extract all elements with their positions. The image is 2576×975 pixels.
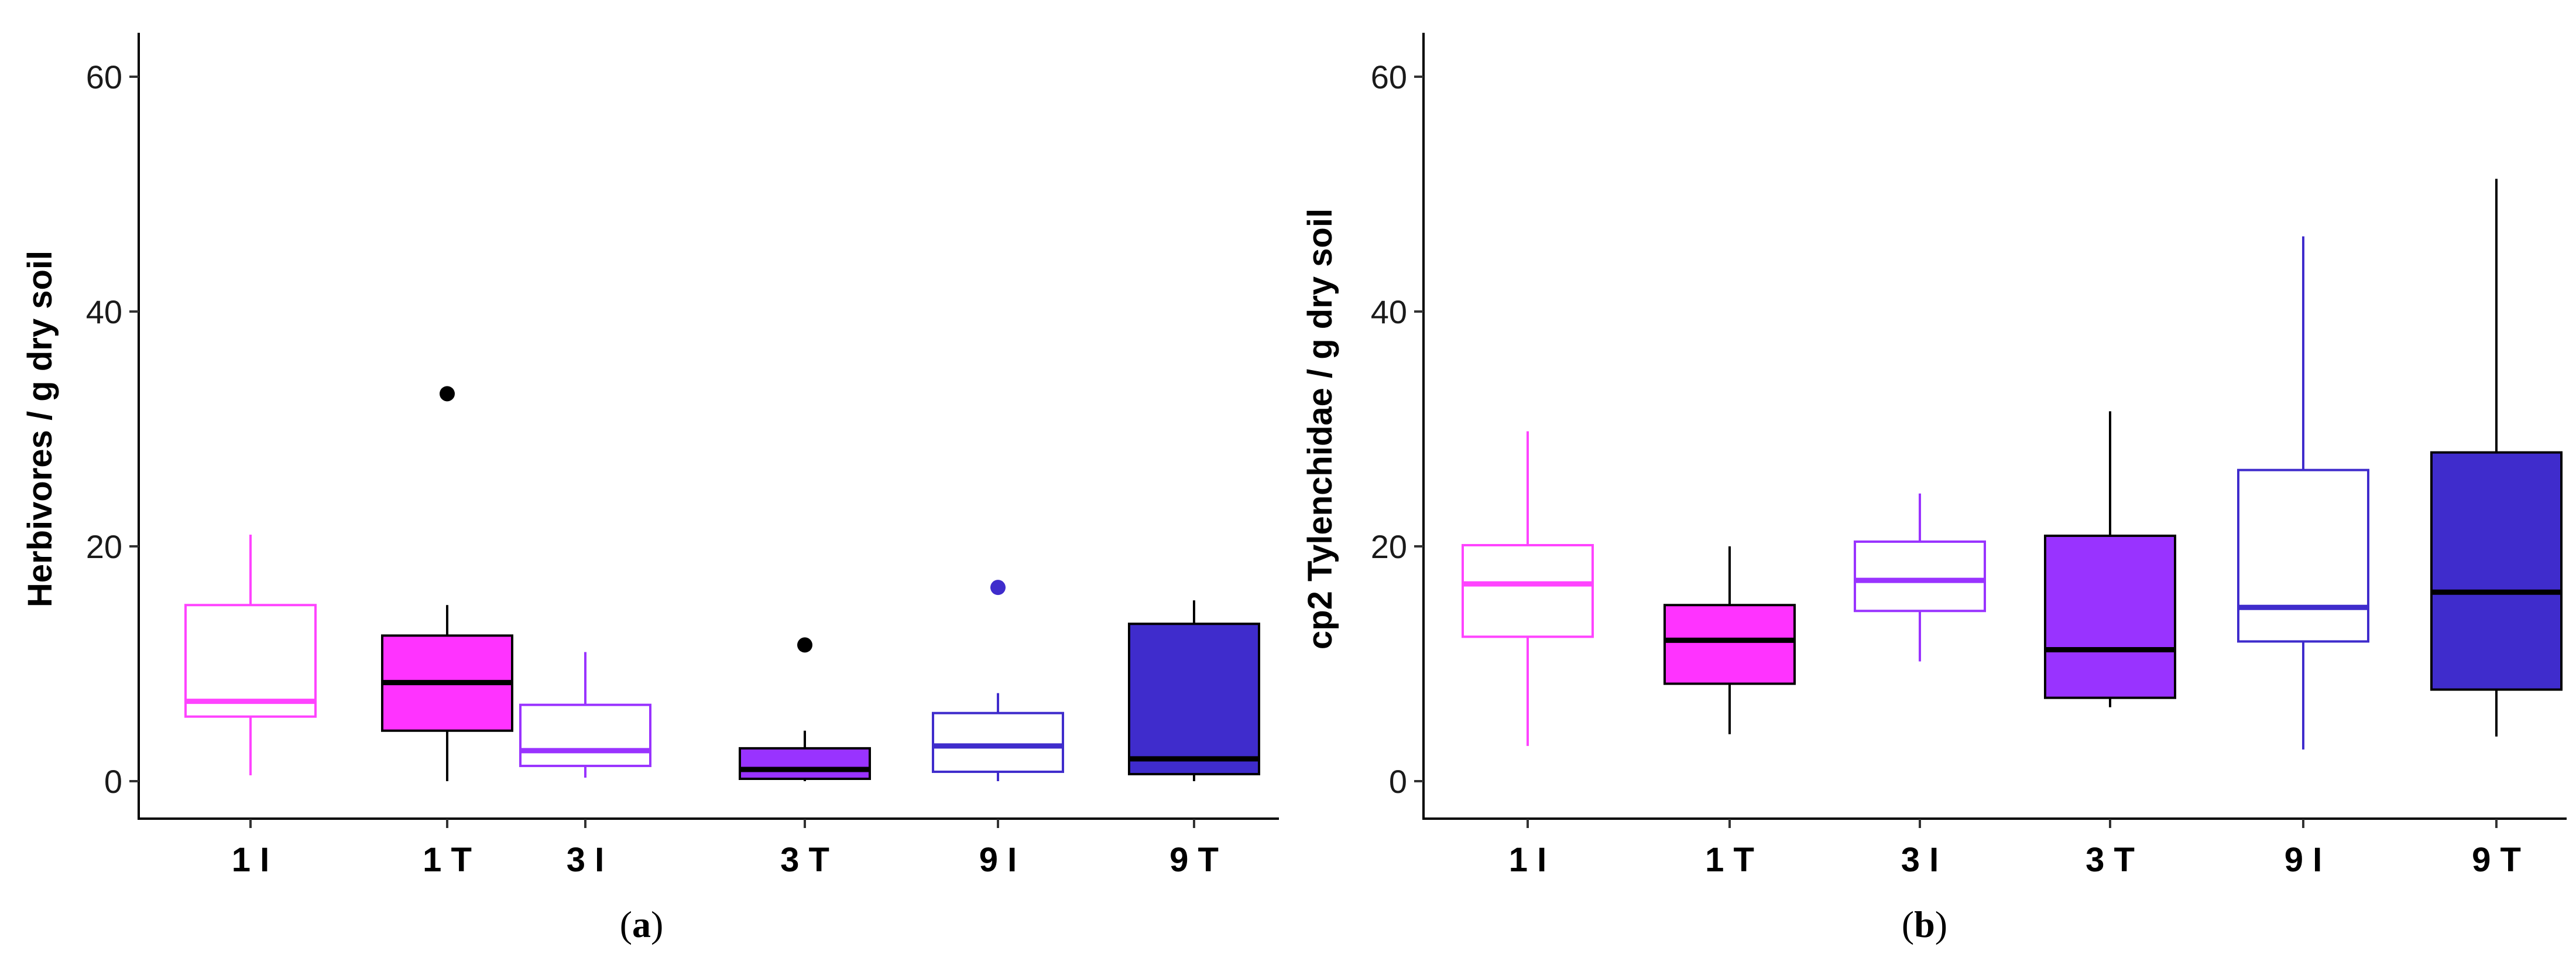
box-iqr <box>739 747 871 780</box>
box-9i <box>2237 236 2369 750</box>
box-3i <box>1854 493 1986 662</box>
x-tick-label: 1 T <box>1705 841 1754 879</box>
box-iqr <box>932 711 1064 773</box>
box-iqr <box>1462 543 1594 638</box>
box-iqr <box>2237 468 2369 643</box>
x-tick-label: 3 I <box>567 841 605 879</box>
y-axis-title: Herbivores / g dry soil <box>21 251 59 607</box>
box-3t <box>2044 411 2176 707</box>
box-iqr <box>1128 622 1260 775</box>
x-tick-label: 1 I <box>232 841 270 879</box>
box-9t <box>1128 600 1260 781</box>
caption-letter: a <box>632 904 651 945</box>
y-tick-label: 20 <box>1371 528 1407 565</box>
y-tick-label: 60 <box>1371 59 1407 95</box>
box-iqr <box>2430 451 2563 691</box>
box-iqr <box>2044 534 2176 699</box>
x-tick-label: 9 I <box>979 841 1017 879</box>
outlier-point <box>990 580 1006 596</box>
box-iqr <box>184 604 317 718</box>
caption-letter: b <box>1914 904 1935 945</box>
box-9t <box>2430 179 2563 737</box>
x-tick-label: 3 T <box>780 841 829 879</box>
x-tick-label: 3 T <box>2086 841 2135 879</box>
caption-paren-close: ) <box>1935 904 1947 945</box>
panel-b: 0 20 40 60 cp2 Tylenchidae / g dry soil 1 I 1 … <box>1301 33 2567 945</box>
y-tick-label: 40 <box>86 293 122 330</box>
x-tick-label: 9 T <box>2472 841 2521 879</box>
box-iqr <box>519 703 651 767</box>
box-3i <box>519 652 651 778</box>
y-tick-label: 20 <box>86 528 122 565</box>
x-tick-label: 3 I <box>1901 841 1939 879</box>
x-tick-label: 9 T <box>1169 841 1219 879</box>
box-1i <box>1462 431 1594 746</box>
x-tick-label: 1 I <box>1509 841 1547 879</box>
y-tick-label: 0 <box>104 763 122 800</box>
panel-caption: (a) <box>620 904 664 945</box>
x-tick-label: 1 T <box>423 841 472 879</box>
x-tick-label: 9 I <box>2285 841 2323 879</box>
panel-a: 0 20 40 60 Herbivores / g dry soil 1 I 1 T 3 I 3… <box>21 33 1279 945</box>
box-9i <box>932 580 1064 781</box>
caption-paren-open: ( <box>620 904 632 945</box>
y-axis-title: cp2 Tylenchidae / g dry soil <box>1301 208 1339 649</box>
y-tick-label: 60 <box>86 59 122 95</box>
y-tick-label: 40 <box>1371 293 1407 330</box>
box-iqr <box>1663 604 1796 685</box>
box-iqr <box>1854 540 1986 613</box>
caption-paren-open: ( <box>1902 904 1914 945</box>
y-tick-label: 0 <box>1389 763 1407 800</box>
box-3t <box>739 637 871 781</box>
box-1t <box>381 386 513 781</box>
panel-caption: (b) <box>1902 904 1947 945</box>
box-1t <box>1663 546 1796 734</box>
caption-paren-close: ) <box>651 904 663 945</box>
box-1i <box>184 534 317 775</box>
outlier-point <box>440 386 455 402</box>
outlier-point <box>797 637 812 653</box>
